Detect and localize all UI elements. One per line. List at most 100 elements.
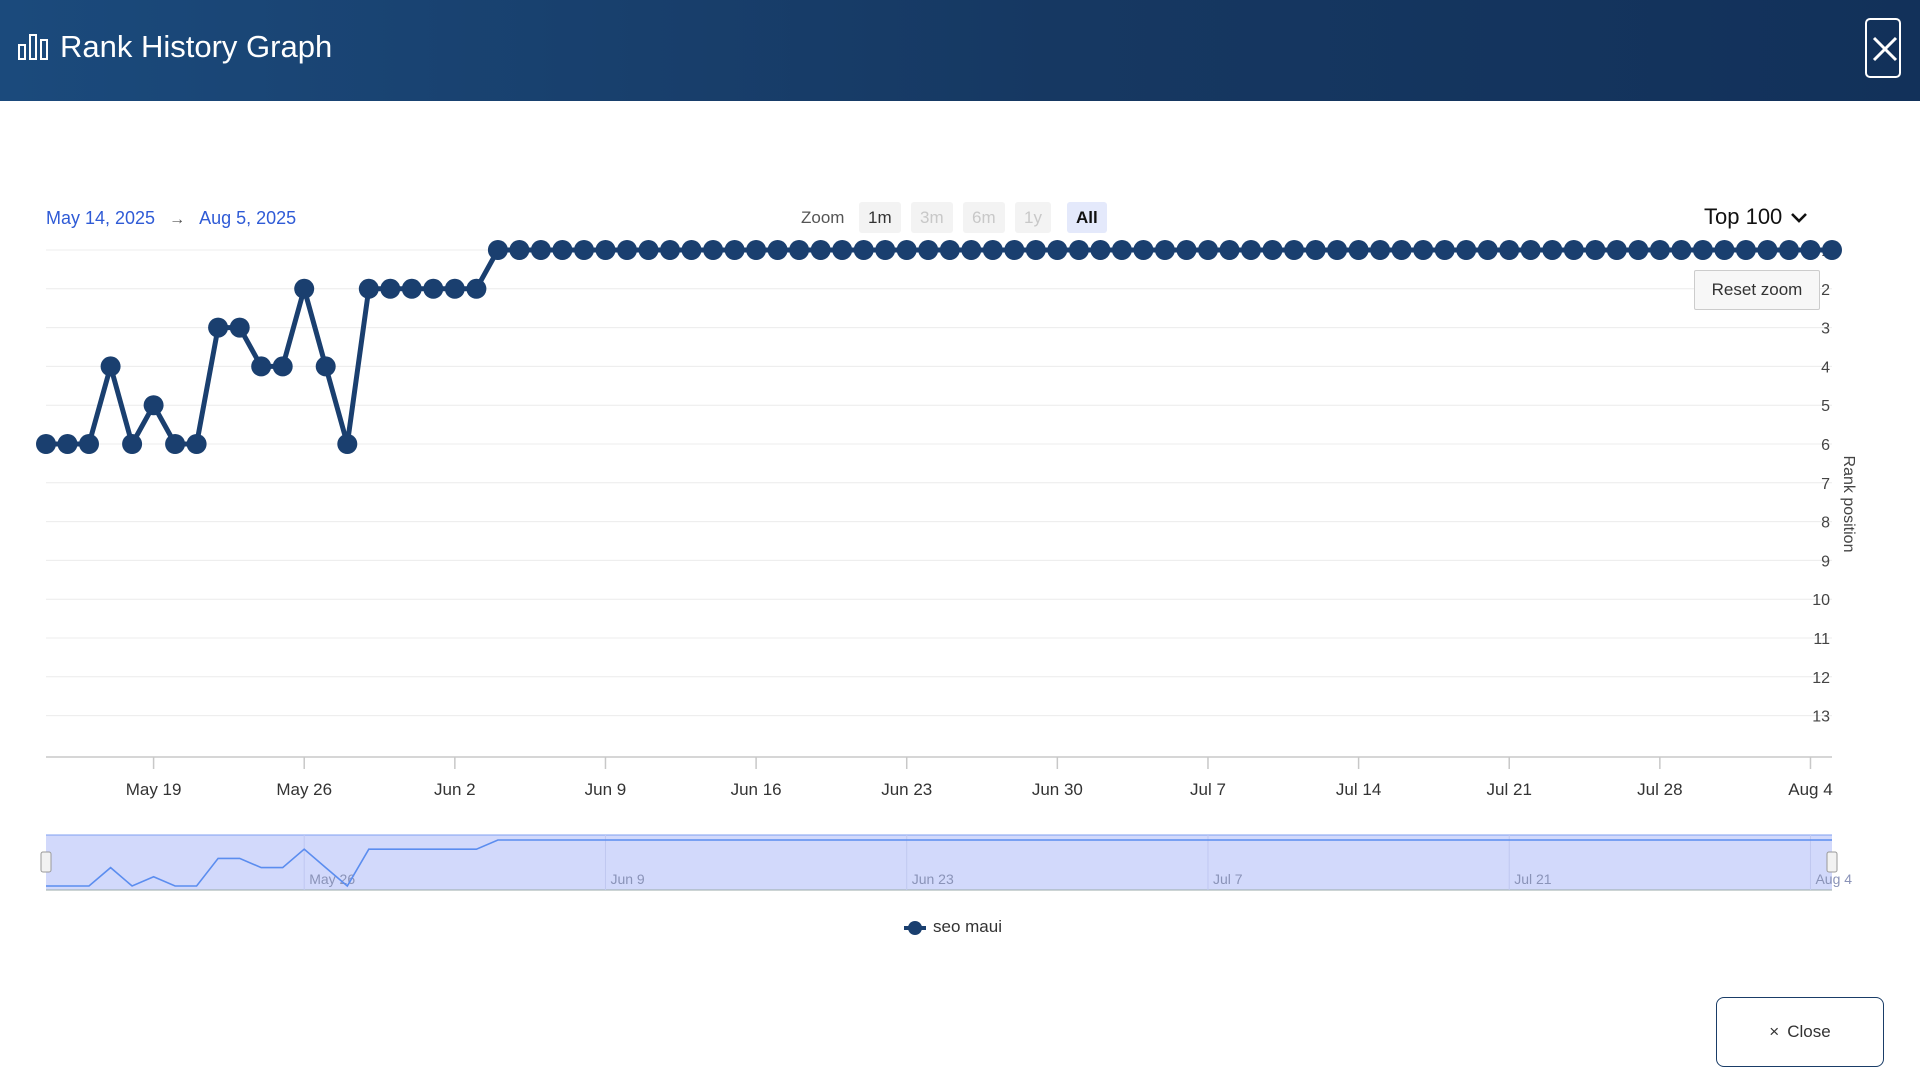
y-tick-label: 6 bbox=[1821, 437, 1830, 454]
data-point bbox=[1456, 240, 1477, 260]
rank-history-chart: May 19 May 26 Jun 2 Jun 9 Jun 16 Jun 23 Jun 30… bbox=[36, 240, 1857, 891]
data-point bbox=[358, 278, 379, 299]
series-seo-maui bbox=[36, 240, 1842, 454]
data-point bbox=[380, 278, 401, 299]
data-point bbox=[337, 434, 358, 454]
y-tick-label: 7 bbox=[1821, 476, 1830, 493]
data-point bbox=[1327, 240, 1348, 260]
data-point bbox=[1219, 240, 1240, 260]
navigator[interactable]: May 26 Jun 9 Jun 23 Jul 7 Jul 21 Aug 4 bbox=[40, 834, 1852, 891]
navigator-label: Aug 4 bbox=[1815, 871, 1852, 887]
data-point bbox=[1004, 240, 1025, 260]
zoom-6m-button[interactable]: 6m bbox=[963, 202, 1005, 233]
data-point bbox=[853, 240, 874, 260]
date-range-start[interactable]: May 14, 2025 bbox=[46, 208, 156, 228]
data-point bbox=[810, 240, 831, 260]
y-tick-label: 8 bbox=[1821, 515, 1830, 532]
data-point bbox=[703, 240, 724, 260]
data-point bbox=[487, 240, 508, 260]
data-point bbox=[100, 356, 121, 377]
zoom-label: Zoom bbox=[801, 208, 845, 227]
close-icon bbox=[1872, 36, 1898, 62]
data-point bbox=[1714, 240, 1735, 260]
date-range-end[interactable]: Aug 5, 2025 bbox=[199, 208, 297, 228]
data-point bbox=[1133, 240, 1154, 260]
y-tick-label: 11 bbox=[1813, 631, 1830, 648]
data-point bbox=[509, 240, 530, 260]
data-point bbox=[1047, 240, 1068, 260]
zoom-3m-button[interactable]: 3m bbox=[911, 202, 953, 233]
legend-item-seo-maui[interactable]: seo maui bbox=[903, 914, 1002, 940]
grid-lines bbox=[46, 249, 1832, 717]
data-point bbox=[1198, 240, 1218, 260]
data-point bbox=[789, 240, 810, 260]
data-point bbox=[1305, 240, 1326, 260]
x-tick-label: Jun 30 bbox=[1032, 780, 1083, 799]
data-point bbox=[1477, 240, 1498, 260]
data-point bbox=[1585, 240, 1606, 260]
data-point bbox=[1434, 240, 1455, 260]
data-point bbox=[143, 395, 164, 416]
data-point bbox=[1671, 240, 1692, 260]
reset-zoom-button[interactable]: Reset zoom bbox=[1694, 270, 1820, 310]
x-tick-label: Aug 4 bbox=[1788, 780, 1832, 799]
data-point bbox=[423, 278, 444, 299]
data-point bbox=[1757, 240, 1778, 260]
top-n-value: Top 100 bbox=[1704, 204, 1783, 229]
data-point bbox=[1563, 240, 1584, 260]
data-point bbox=[1779, 240, 1799, 260]
header-close-button[interactable] bbox=[1865, 18, 1901, 78]
y-tick-label: 5 bbox=[1821, 398, 1830, 415]
data-point bbox=[595, 240, 616, 260]
data-point bbox=[660, 240, 680, 260]
y-tick-label: 13 bbox=[1812, 709, 1830, 726]
data-point bbox=[1499, 240, 1520, 260]
legend-label: seo maui bbox=[933, 917, 1002, 936]
data-point bbox=[57, 434, 78, 454]
y-tick-label: 2 bbox=[1821, 282, 1830, 299]
y-tick-label: 4 bbox=[1821, 359, 1830, 376]
y-axis: 12345678910111213 bbox=[1812, 243, 1830, 726]
data-point bbox=[638, 240, 659, 260]
data-point bbox=[165, 434, 186, 454]
y-axis-title: Rank position bbox=[1840, 456, 1857, 553]
data-point bbox=[1262, 240, 1283, 260]
top-n-dropdown[interactable]: Top 100 bbox=[1704, 202, 1808, 232]
data-point bbox=[466, 278, 487, 299]
data-point bbox=[272, 356, 293, 377]
data-point bbox=[918, 240, 939, 260]
data-point bbox=[617, 240, 637, 260]
data-point bbox=[875, 240, 896, 260]
x-tick-label: Jul 21 bbox=[1487, 780, 1532, 799]
zoom-all-button[interactable]: All bbox=[1067, 202, 1107, 233]
data-point bbox=[294, 278, 315, 299]
data-point bbox=[1241, 240, 1261, 260]
zoom-1y-button[interactable]: 1y bbox=[1015, 202, 1051, 233]
data-point bbox=[552, 240, 573, 260]
navigator-right-handle bbox=[1826, 851, 1838, 873]
data-point bbox=[530, 240, 551, 260]
data-point bbox=[229, 317, 250, 338]
legend-marker-icon bbox=[904, 920, 926, 935]
data-point bbox=[1176, 240, 1197, 260]
data-point bbox=[1111, 240, 1132, 260]
data-point bbox=[1800, 240, 1821, 260]
data-point bbox=[208, 317, 229, 338]
data-point bbox=[36, 434, 56, 454]
x-tick-label: Jun 2 bbox=[434, 780, 476, 799]
date-range: May 14, 2025 → Aug 5, 2025 bbox=[46, 206, 296, 232]
y-tick-label: 3 bbox=[1821, 321, 1830, 338]
x-tick-label: May 19 bbox=[126, 780, 182, 799]
data-point bbox=[1628, 240, 1649, 260]
series-line bbox=[46, 247, 1832, 447]
y-tick-label: 9 bbox=[1821, 553, 1830, 570]
zoom-1m-button[interactable]: 1m bbox=[859, 202, 901, 233]
footer-close-button[interactable]: × Close bbox=[1716, 997, 1884, 1067]
x-tick-label: Jul 14 bbox=[1336, 780, 1381, 799]
data-point bbox=[896, 240, 917, 260]
data-point bbox=[1154, 240, 1175, 260]
data-point bbox=[1413, 240, 1434, 260]
bar-chart-icon bbox=[18, 32, 48, 60]
navigator-label: Jun 9 bbox=[610, 871, 644, 887]
data-point bbox=[1649, 240, 1670, 260]
